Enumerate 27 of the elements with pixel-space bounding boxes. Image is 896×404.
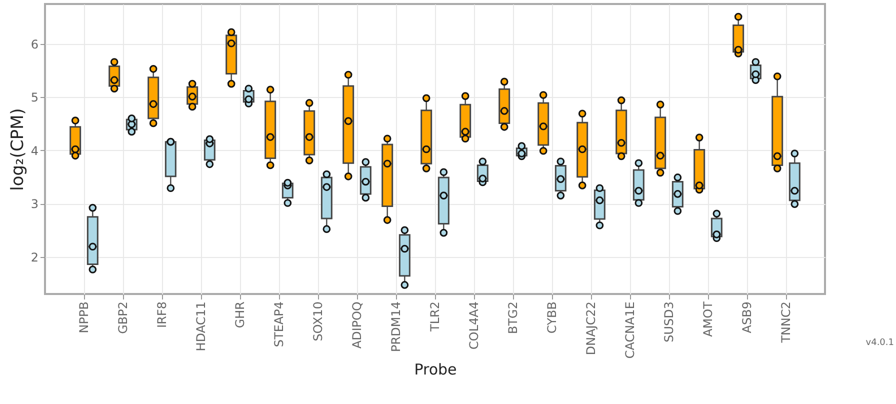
x-tick-label: BTG2 <box>506 302 520 334</box>
x-axis-title: Probe <box>414 360 457 379</box>
x-tick-label: GHR <box>233 302 247 328</box>
x-tick-label: ADIPOQ <box>350 302 364 349</box>
x-tick-label: CYBB <box>545 302 559 334</box>
x-tick-label: IRF8 <box>155 302 169 328</box>
x-tick-label: COL4A4 <box>467 302 481 350</box>
x-tick-label: ASB9 <box>740 302 754 334</box>
x-tick-label: HDAC11 <box>194 302 208 352</box>
y-tick-label: 3 <box>30 197 38 212</box>
x-tick-label: AMOT <box>701 300 715 337</box>
y-tick-label: 6 <box>30 37 38 52</box>
y-axis-title: log₂(CPM) <box>8 108 28 191</box>
x-tick-label: SUSD3 <box>662 302 676 342</box>
x-tick-label: CACNA1E <box>623 302 637 359</box>
x-tick-label: GBP2 <box>116 302 130 334</box>
y-tick-label: 5 <box>30 90 38 105</box>
x-tick-label: TNNC2 <box>779 302 793 344</box>
y-tick-label: 4 <box>30 144 38 158</box>
text: v4.0.1 <box>866 338 894 348</box>
x-tick-label: NPPB <box>77 302 91 334</box>
y-tick-label: 2 <box>30 250 38 264</box>
x-tick-label: STEAP4 <box>272 302 286 348</box>
x-tick-label: PRDM14 <box>389 302 403 352</box>
x-tick-label: DNAJC22 <box>584 302 598 356</box>
x-tick-label: SOX10 <box>311 302 325 342</box>
x-tick-label: TLR2 <box>428 302 442 332</box>
